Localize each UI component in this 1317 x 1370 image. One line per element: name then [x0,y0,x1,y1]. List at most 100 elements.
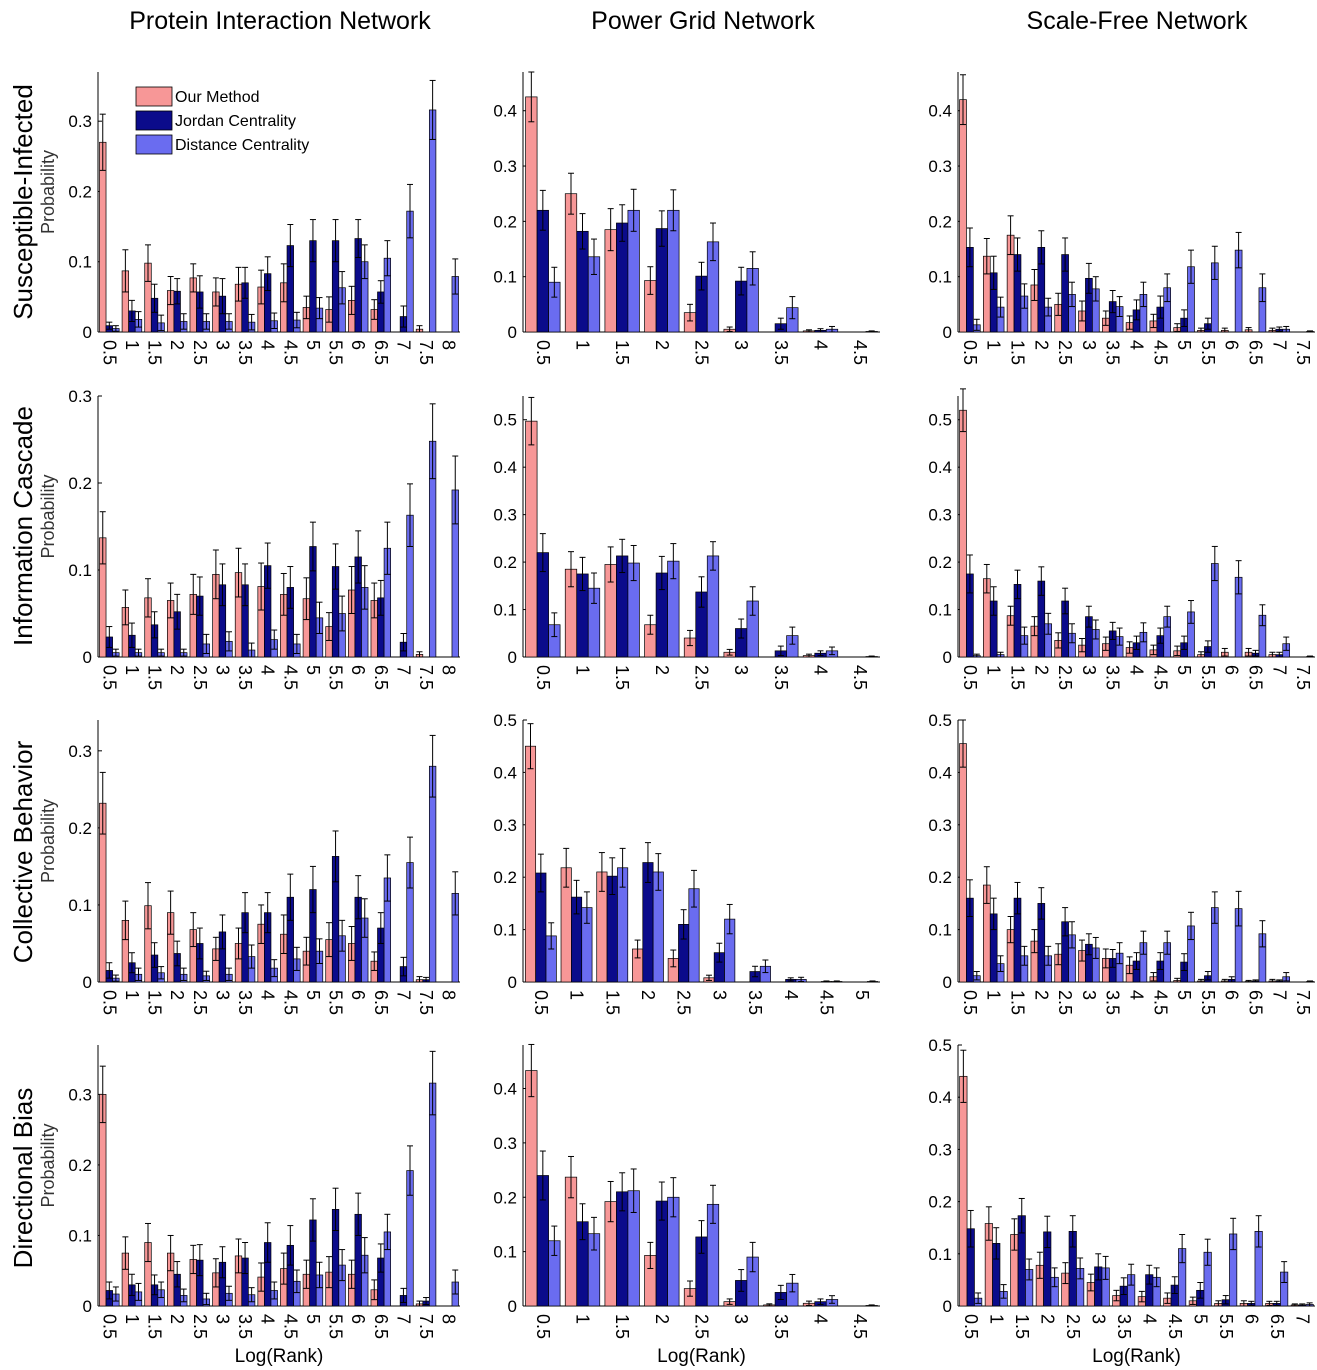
x-tick-label: 4.5 [1165,1314,1185,1339]
x-tick-label: 2.5 [692,665,712,690]
panel-3-2: 0 0.1 0.2 0.3 0.4 0.5 0.5 1 1.5 2 2.5 3 3.5 4 4.5 5 5.5 6… [928,1036,1315,1367]
x-tick-label: 1.5 [612,665,632,690]
x-tick-label: 2.5 [1055,665,1075,690]
x-tick-label: 6 [1222,665,1242,675]
x-tick-label: 7 [1269,340,1289,350]
y-tick-label: 0.2 [928,868,952,887]
x-tick-label: 7 [1269,665,1289,675]
panel-2-1: 0 0.1 0.2 0.3 0.4 0.5 0.5 1 1.5 2 2.5 3 3.5 4 4.5 5 [493,711,880,1015]
x-tick-label: 0.5 [961,1314,981,1339]
x-tick-label: 5 [303,340,323,350]
x-tick-label: 5 [303,665,323,675]
x-tick-label: 4 [1127,340,1147,350]
x-tick-label: 4 [781,990,801,1000]
x-tick-label: 7 [393,340,413,350]
x-tick-label: 1 [984,340,1004,350]
x-tick-label: 2 [167,665,187,675]
legend-swatch-distance [135,134,173,155]
y-tick-label: 0.5 [928,1036,952,1055]
x-tick-label: 1.5 [1012,1314,1032,1339]
y-tick-label: 0.1 [928,601,952,620]
x-tick-label: 6.5 [371,1314,391,1339]
x-tick-label: 0.5 [531,990,551,1015]
x-tick-label: 2 [1031,990,1051,1000]
x-tick-label: 5.5 [1198,665,1218,690]
y-axis-label: Probability [38,799,58,883]
x-tick-label: 2.5 [1055,340,1075,365]
y-tick-label: 0.3 [493,1134,517,1153]
y-tick-label: 0.1 [68,896,92,915]
x-tick-label: 2 [167,340,187,350]
y-tick-label: 0.2 [493,553,517,572]
x-tick-label: 5.5 [1198,990,1218,1015]
y-tick-label: 0.1 [928,1245,952,1264]
x-tick-label: 4 [1127,665,1147,675]
row-title-collective-behavior: Collective Behavior [8,740,38,963]
bar-our-method [99,1094,107,1307]
x-tick-label: 6.5 [1246,665,1266,690]
y-tick-label: 0.4 [928,458,952,477]
x-tick-label: 5 [303,990,323,1000]
panel-0-0: 0 0.1 0.2 0.3 0.5 1 1.5 2 2.5 3 3.5 4 4.5 5 5.5 6 6.5 7 7.… [38,72,460,365]
x-tick-label: 3 [212,665,232,675]
x-tick-label: 1 [122,1314,142,1324]
x-tick-label: 4.5 [816,990,836,1015]
y-tick-label: 0.2 [493,212,517,231]
x-tick-label: 1 [573,665,593,675]
x-tick-label: 5 [303,1314,323,1324]
x-tick-label: 3.5 [771,340,791,365]
x-tick-label: 4.5 [850,340,870,365]
y-tick-label: 0.3 [928,157,952,176]
x-tick-label: 6 [1241,1314,1261,1324]
x-tick-label: 8 [439,990,459,1000]
x-tick-label: 1.5 [145,665,165,690]
x-axis-label: Log(Rank) [657,1346,746,1367]
row-title-information-cascade: Information Cascade [8,406,38,646]
legend: Our Method Jordan Centrality Distance Ce… [135,86,309,155]
x-tick-label: 5.5 [326,340,346,365]
x-tick-label: 1.5 [612,340,632,365]
y-tick-label: 0 [83,648,92,667]
x-tick-label: 0.5 [960,990,980,1015]
x-tick-label: 4 [258,990,278,1000]
x-tick-label: 2 [652,340,672,350]
x-tick-label: 0.5 [533,665,553,690]
column-titles: Protein Interaction Network Power Grid N… [129,7,1248,35]
x-tick-label: 7.5 [1293,665,1313,690]
x-tick-label: 6 [348,1314,368,1324]
y-tick-label: 0.1 [68,1226,92,1245]
row-title-susceptible-infected: Susceptible-Infected [8,84,38,320]
x-tick-label: 3.5 [771,1314,791,1339]
x-tick-label: 4.5 [280,1314,300,1339]
y-tick-label: 0.3 [928,1140,952,1159]
x-tick-label: 2.5 [1055,990,1075,1015]
legend-label-distance: Distance Centrality [175,137,309,154]
y-tick-label: 0.3 [493,157,517,176]
x-tick-label: 3 [212,990,232,1000]
x-tick-label: 5 [1174,665,1194,675]
x-tick-label: 5 [1174,990,1194,1000]
x-tick-label: 3 [709,990,729,1000]
x-tick-label: 5.5 [326,1314,346,1339]
x-tick-label: 5 [1190,1314,1210,1324]
y-tick-label: 0.3 [68,742,92,761]
y-tick-label: 0.2 [493,1188,517,1207]
bar-our-method [525,420,538,658]
x-tick-label: 4.5 [850,665,870,690]
column-title-power-grid: Power Grid Network [591,7,815,35]
y-tick-label: 0.4 [928,1088,952,1107]
x-tick-label: 3.5 [1114,1314,1134,1339]
panel-1-2: 0 0.1 0.2 0.3 0.4 0.5 0.5 1 1.5 2 2.5 3 3.5 4 4.5 5 5.5 6… [928,388,1315,690]
row-title-directional-bias: Directional Bias [8,1088,38,1269]
y-tick-label: 0.1 [68,253,92,272]
x-tick-label: 1 [567,990,587,1000]
x-tick-label: 1 [122,990,142,1000]
x-tick-label: 3 [212,340,232,350]
x-tick-label: 8 [439,1314,459,1324]
x-tick-label: 4.5 [280,990,300,1015]
y-tick-label: 0 [943,1297,952,1316]
x-tick-label: 2 [167,1314,187,1324]
bar-our-method [525,1070,538,1307]
x-axis-label: Log(Rank) [1092,1346,1181,1367]
bar-distance [428,109,437,333]
